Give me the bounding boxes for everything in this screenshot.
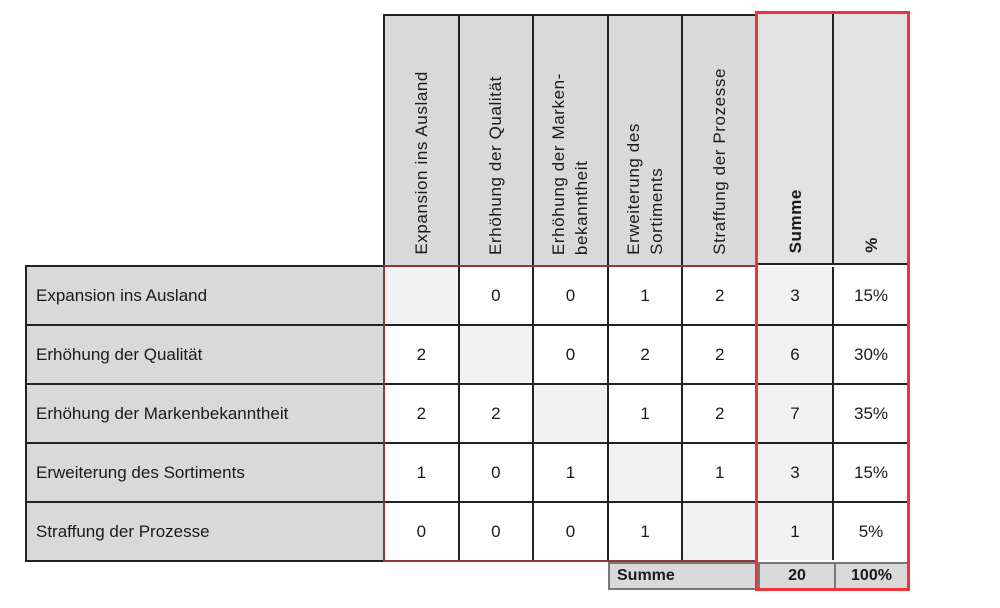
matrix-cell: 2 [459, 385, 533, 442]
matrix-diagonal-cell [459, 326, 533, 383]
matrix-cell: 0 [459, 503, 533, 560]
matrix-cell: 1 [608, 385, 682, 442]
matrix-diagonal-cell [534, 385, 607, 442]
matrix-cell: 0 [459, 444, 533, 501]
footer-sum-label: Summe [610, 564, 758, 588]
sum-header-label: Summe [785, 188, 805, 253]
pct-header-cell: % [834, 14, 908, 263]
footer-total-pct: 100% [836, 564, 907, 588]
matrix-cell: 0 [385, 503, 458, 560]
matrix-cell: 2 [683, 326, 756, 383]
matrix-cell: 0 [534, 326, 607, 383]
matrix-cell: 2 [683, 385, 756, 442]
column-header-label: Erhöhung der Marken- bekanntheit [549, 72, 592, 255]
row-sum-cell: 7 [758, 385, 832, 442]
column-header-label: Erweiterung des Sortiments [624, 123, 667, 255]
column-header-cell: Expansion ins Ausland [385, 16, 458, 265]
matrix-cell: 2 [608, 326, 682, 383]
matrix-cell: 1 [385, 444, 458, 501]
row-sum-cell: 3 [758, 267, 832, 324]
footer-total: 20 [760, 564, 834, 588]
matrix-diagonal-cell [683, 503, 756, 560]
column-header-cell: Erhöhung der Marken- bekanntheit [534, 16, 607, 265]
summary-headers: Summe % [758, 14, 908, 265]
column-header-cell: Erhöhung der Qualität [459, 16, 533, 265]
matrix-cell: 1 [608, 503, 682, 560]
matrix-cell: 0 [534, 267, 607, 324]
row-pct-cell: 5% [834, 503, 908, 560]
row-sum-cell: 3 [758, 444, 832, 501]
matrix-cell: 0 [459, 267, 533, 324]
column-header-cell: Straffung der Prozesse [683, 16, 756, 265]
row-label: Erhöhung der Qualität [27, 326, 383, 383]
matrix-cell: 2 [385, 326, 458, 383]
row-labels: Expansion ins Ausland Erhöhung der Qualit… [25, 265, 383, 562]
matrix-cell: 1 [683, 444, 756, 501]
summary-values: 3 15% 6 30% 7 35% 3 15% 1 5% [758, 265, 908, 562]
row-pct-cell: 35% [834, 385, 908, 442]
column-header-label: Erhöhung der Qualität [486, 76, 506, 255]
row-sum-cell: 1 [758, 503, 832, 560]
matrix-cell: 2 [683, 267, 756, 324]
row-pct-cell: 15% [834, 444, 908, 501]
matrix-diagonal-cell [385, 267, 458, 324]
row-pct-cell: 15% [834, 267, 908, 324]
sum-header-cell: Summe [758, 14, 832, 263]
row-label: Expansion ins Ausland [27, 267, 383, 324]
row-label: Erweiterung des Sortiments [27, 444, 383, 501]
matrix-cell: 2 [385, 385, 458, 442]
footer-row: Summe 20 100% [608, 562, 909, 590]
matrix-cell: 0 [534, 503, 607, 560]
matrix-cell: 1 [608, 267, 682, 324]
matrix-cell: 1 [534, 444, 607, 501]
column-header-cell: Erweiterung des Sortiments [608, 16, 682, 265]
pct-header-label: % [861, 237, 881, 253]
row-label: Straffung der Prozesse [27, 503, 383, 560]
row-pct-cell: 30% [834, 326, 908, 383]
matrix-diagonal-cell [608, 444, 682, 501]
column-header-label: Straffung der Prozesse [710, 68, 730, 255]
column-header-label: Expansion ins Ausland [411, 71, 431, 255]
column-headers: Expansion ins Ausland Erhöhung der Qualit… [383, 14, 758, 265]
row-sum-cell: 6 [758, 326, 832, 383]
row-label: Erhöhung der Markenbekanntheit [27, 385, 383, 442]
